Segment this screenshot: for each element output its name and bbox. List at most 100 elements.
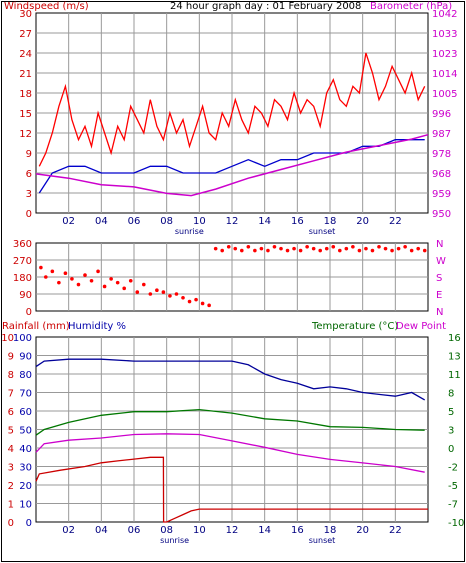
direction-point <box>76 282 81 287</box>
wind-x-tick-label: 20 <box>356 216 369 227</box>
compass-right-tick-label: N <box>436 307 443 318</box>
direction-point <box>83 273 87 277</box>
wind-x-tick-label: 10 <box>193 216 206 227</box>
direction-point <box>416 246 421 251</box>
direction-point <box>194 297 198 302</box>
humidity-left-tick-label: 70 <box>19 389 32 400</box>
direction-point <box>298 248 303 253</box>
compass-right-tick-label: E <box>436 290 442 301</box>
wind-left-tick-label: 3 <box>26 189 32 200</box>
direction-point <box>396 246 401 251</box>
series-line-windspeed <box>38 52 426 167</box>
direction-point <box>161 290 166 294</box>
rain-tick-label: 0 <box>8 518 14 529</box>
climate-x-tick-label: 18 <box>324 525 337 536</box>
climate-sunrise-label: sunrise <box>160 536 189 545</box>
direction-left-tick-label: 90 <box>19 290 32 301</box>
climate-x-tick-label: 02 <box>62 525 75 536</box>
climate-x-tick-label: 08 <box>160 525 173 536</box>
wind-x-tick-label: 02 <box>62 216 75 227</box>
wind-x-tick-label: 08 <box>160 216 173 227</box>
compass-right-tick-label: W <box>436 256 446 267</box>
wind-sunset-label: sunset <box>309 227 336 236</box>
humidity-left-tick-label: 0 <box>26 518 32 529</box>
wind-left-tick-label: 24 <box>19 49 32 60</box>
wind-x-tick-label: 22 <box>389 216 402 227</box>
direction-point <box>200 301 205 306</box>
direction-point <box>370 248 375 253</box>
direction-point <box>344 246 349 251</box>
direction-point <box>213 246 218 251</box>
humidity-left-tick-label: 10 <box>19 500 32 511</box>
humidity-left-tick-label: 30 <box>19 463 32 474</box>
direction-left-tick-label: 360 <box>13 239 32 250</box>
wind-x-tick-label: 12 <box>226 216 239 227</box>
humidity-left-tick-label: 40 <box>19 444 32 455</box>
wind-x-tick-label: 06 <box>128 216 141 227</box>
direction-point <box>305 244 309 249</box>
direction-point <box>311 246 316 251</box>
windspeed-axis-label: Windspeed (m/s) <box>4 1 89 12</box>
direction-point <box>226 244 231 249</box>
direction-point <box>422 248 427 253</box>
wind-x-tick-label: 18 <box>324 216 337 227</box>
barometer-axis-label: Barometer (hPa) <box>370 1 453 12</box>
direction-point <box>233 246 238 251</box>
direction-point <box>351 244 355 249</box>
direction-point <box>409 248 414 253</box>
humidity-left-tick-label: 90 <box>19 352 32 363</box>
wind-sunrise-label: sunrise <box>175 227 204 236</box>
direction-point <box>331 244 336 249</box>
rain-tick-label: 3 <box>8 463 14 474</box>
wind-x-tick-label: 16 <box>291 216 304 227</box>
wind-left-tick-label: 21 <box>19 69 32 80</box>
direction-point <box>181 295 185 300</box>
direction-point <box>174 292 179 296</box>
humidity-left-tick-label: 60 <box>19 407 32 418</box>
barometer-right-tick-label: 1014 <box>432 69 457 80</box>
series-line-temperature <box>35 408 425 436</box>
wind-left-tick-label: 12 <box>19 129 32 140</box>
temperature-axis-label: Temperature (°C) <box>312 321 399 332</box>
compass-right-tick-label: N <box>436 239 443 250</box>
direction-point <box>63 271 68 276</box>
temperature-right-tick-label: 8 <box>448 389 454 400</box>
wind-left-tick-label: 30 <box>19 9 32 20</box>
climate-x-tick-label: 14 <box>258 525 271 536</box>
direction-point <box>377 244 381 249</box>
series-line-barometer <box>35 133 429 197</box>
direction-point <box>364 246 368 251</box>
rain-tick-label: 2 <box>8 481 14 492</box>
temperature-right-tick-label: 16 <box>448 333 461 344</box>
barometer-right-tick-label: 978 <box>432 149 451 160</box>
direction-left-tick-label: 270 <box>13 256 32 267</box>
direction-point <box>253 248 257 253</box>
direction-point <box>128 278 133 283</box>
direction-point <box>338 248 342 253</box>
humidity-left-tick-label: 80 <box>19 370 32 381</box>
direction-point <box>39 265 43 270</box>
rainfall-axis-label: Rainfall (mm) <box>2 321 70 332</box>
direction-point <box>70 277 74 281</box>
direction-point <box>383 246 388 251</box>
direction-point <box>187 299 192 304</box>
direction-point <box>168 294 172 298</box>
direction-point <box>266 248 270 253</box>
direction-point <box>122 286 126 291</box>
direction-point <box>89 278 94 283</box>
barometer-right-tick-label: 996 <box>432 109 451 120</box>
temperature-right-tick-label: -7 <box>448 500 458 511</box>
direction-point <box>272 244 277 249</box>
direction-point <box>285 248 290 253</box>
dewpoint-axis-label: Dew Point <box>396 321 447 332</box>
climate-x-tick-label: 06 <box>128 525 141 536</box>
direction-point <box>324 246 329 251</box>
barometer-right-tick-label: 1023 <box>432 49 457 60</box>
barometer-right-tick-label: 1042 <box>432 9 457 20</box>
climate-x-tick-label: 10 <box>193 525 206 536</box>
wind-x-tick-label: 04 <box>95 216 108 227</box>
rain-tick-label: 4 <box>8 444 14 455</box>
humidity-left-tick-label: 20 <box>19 481 32 492</box>
wind-left-tick-label: 9 <box>26 149 32 160</box>
direction-point <box>220 248 224 253</box>
